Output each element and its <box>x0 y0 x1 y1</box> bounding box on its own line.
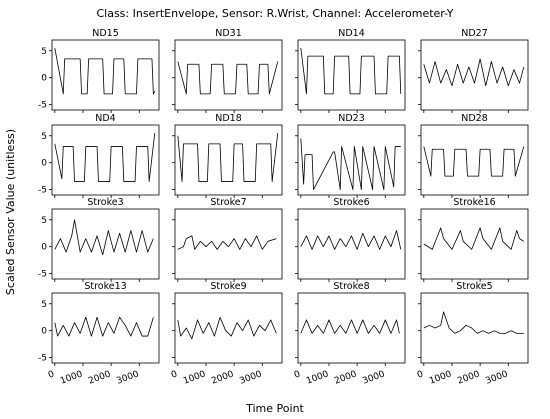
y-tick-label: 5 <box>41 300 47 310</box>
subplot-title-stroke16: Stroke16 <box>453 197 495 208</box>
subplot-frame-stroke5 <box>420 292 529 364</box>
x-tick-label: 0 <box>47 369 56 380</box>
x-tick-label: 3000 <box>484 369 509 386</box>
subplot-frame-nd4 <box>51 124 160 196</box>
series-line-nd28 <box>423 146 525 177</box>
subplot-stroke7: Stroke7 <box>172 197 283 282</box>
subplot-title-stroke3: Stroke3 <box>87 197 123 208</box>
subplot-stroke5: Stroke5 0 1000 2000 3000 <box>416 281 529 387</box>
subplot-nd18: ND18 <box>172 113 283 198</box>
subplot-title-stroke13: Stroke13 <box>84 281 126 292</box>
series-line-nd15 <box>54 48 156 95</box>
series-line-stroke7 <box>177 235 277 250</box>
y-axis-label: Scaled Sensor Value (unitless) <box>4 129 17 295</box>
series-line-stroke6 <box>300 230 402 250</box>
subplot-stroke9: Stroke9 0 1000 2000 3000 <box>170 281 283 387</box>
subplot-title-stroke8: Stroke8 <box>333 281 369 292</box>
y-tick-label: 5 <box>41 216 47 226</box>
subplot-stroke16: Stroke16 <box>418 197 529 282</box>
y-tick-label: 0 <box>41 327 47 337</box>
subplot-title-nd28: ND28 <box>461 113 488 124</box>
subplot-frame-nd27 <box>420 39 529 111</box>
x-tick-label: 1000 <box>428 369 453 386</box>
subplot-frame-stroke13 <box>51 292 160 364</box>
series-line-stroke9 <box>177 316 277 340</box>
x-tick-label: 0 <box>170 369 179 380</box>
subplot-nd14: ND14 <box>295 28 406 113</box>
subplot-frame-stroke6 <box>297 208 406 280</box>
subplot-title-nd15: ND15 <box>92 28 119 39</box>
subplot-stroke8: Stroke8 0 1000 2000 3000 <box>293 281 406 387</box>
subplot-title-nd4: ND4 <box>95 113 115 124</box>
x-tick-label: 2000 <box>333 369 358 386</box>
y-tick-label: -5 <box>38 270 47 280</box>
series-line-stroke16 <box>423 227 524 250</box>
series-line-stroke13 <box>54 316 154 337</box>
subplot-frame-nd23 <box>297 124 406 196</box>
x-tick-label: 0 <box>416 369 425 380</box>
x-tick-label: 1000 <box>59 369 84 386</box>
subplot-frame-nd31 <box>174 39 283 111</box>
series-line-stroke5 <box>423 311 524 334</box>
x-axis-label: Time Point <box>245 402 304 415</box>
series-line-nd27 <box>423 58 525 87</box>
subplot-title-nd23: ND23 <box>338 113 365 124</box>
subplot-title-nd31: ND31 <box>215 28 242 39</box>
subplot-frame-nd14 <box>297 39 406 111</box>
subplot-nd28: ND28 <box>418 113 529 198</box>
subplot-frame-nd28 <box>420 124 529 196</box>
y-tick-label: -5 <box>38 101 47 111</box>
x-tick-label: 3000 <box>238 369 263 386</box>
y-tick-label: 0 <box>41 243 47 253</box>
y-tick-label: 5 <box>41 132 47 142</box>
subplot-title-stroke7: Stroke7 <box>210 197 246 208</box>
x-tick-label: 2000 <box>210 369 235 386</box>
subplot-nd23: ND23 <box>295 113 406 198</box>
y-tick-label: 0 <box>41 159 47 169</box>
y-tick-label: 0 <box>41 74 47 84</box>
x-tick-label: 1000 <box>305 369 330 386</box>
y-tick-label: 5 <box>41 47 47 57</box>
subplot-title-stroke5: Stroke5 <box>456 281 492 292</box>
subplot-frame-stroke7 <box>174 208 283 280</box>
x-tick-label: 0 <box>293 369 302 380</box>
subplot-frame-nd15 <box>51 39 160 111</box>
subplot-title-stroke6: Stroke6 <box>333 197 369 208</box>
series-line-nd14 <box>300 48 402 95</box>
subplot-stroke3: Stroke3 -5 0 5 <box>38 197 160 282</box>
subplot-title-stroke9: Stroke9 <box>210 281 246 292</box>
subplot-title-nd14: ND14 <box>338 28 365 39</box>
subplot-frame-stroke9 <box>174 292 283 364</box>
subplot-frame-nd18 <box>174 124 283 196</box>
series-line-nd4 <box>54 133 156 182</box>
subplot-nd4: ND4 -5 0 5 <box>38 113 160 198</box>
subplot-title-nd18: ND18 <box>215 113 242 124</box>
x-tick-label: 2000 <box>456 369 481 386</box>
x-tick-label: 3000 <box>361 369 386 386</box>
subplot-nd31: ND31 <box>172 28 283 113</box>
subplot-frame-stroke16 <box>420 208 529 280</box>
y-tick-label: -5 <box>38 186 47 196</box>
subplot-stroke6: Stroke6 <box>295 197 406 282</box>
subplot-frame-stroke3 <box>51 208 160 280</box>
x-tick-label: 1000 <box>182 369 207 386</box>
series-line-nd23 <box>300 138 401 191</box>
series-line-nd18 <box>177 133 279 182</box>
series-line-stroke3 <box>54 219 154 256</box>
subplot-frame-stroke8 <box>297 292 406 364</box>
y-tick-label: -5 <box>38 354 47 364</box>
subplot-title-nd27: ND27 <box>461 28 488 39</box>
x-tick-label: 3000 <box>115 369 140 386</box>
chart-title: Class: InsertEnvelope, Sensor: R.Wrist, … <box>96 7 453 20</box>
x-tick-label: 2000 <box>87 369 112 386</box>
series-line-nd31 <box>177 61 279 95</box>
subplot-nd15: ND15 -5 0 5 <box>38 28 160 113</box>
subplot-nd27: ND27 <box>418 28 529 113</box>
series-line-stroke8 <box>300 319 400 334</box>
